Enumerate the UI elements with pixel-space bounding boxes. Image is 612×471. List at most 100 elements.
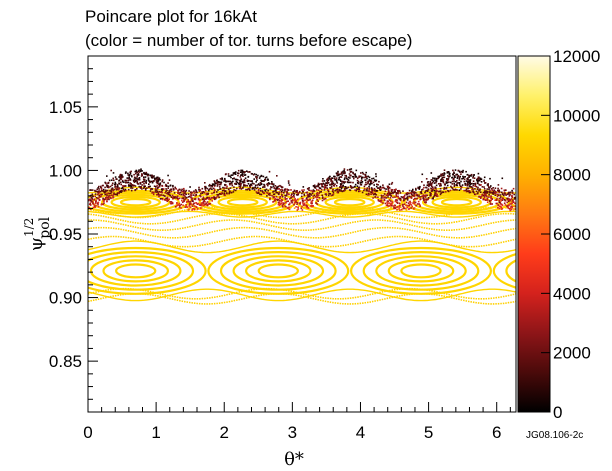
escape-point — [239, 180, 242, 182]
escape-point — [348, 181, 351, 184]
escape-point — [496, 195, 499, 198]
escape-point — [332, 189, 334, 191]
escape-point — [290, 189, 292, 191]
escape-point — [511, 202, 513, 205]
escape-point — [302, 186, 305, 188]
escape-point — [365, 193, 368, 196]
escape-point — [238, 187, 241, 190]
escape-point — [455, 181, 457, 183]
escape-point — [398, 189, 400, 192]
escape-point — [192, 208, 194, 210]
escape-point — [477, 186, 479, 189]
escape-point — [394, 190, 396, 193]
escape-point — [305, 191, 308, 194]
escape-point — [161, 180, 163, 183]
escape-point — [214, 184, 216, 186]
escape-point — [497, 187, 499, 190]
colorbar-tick-label: 8000 — [553, 166, 591, 185]
escape-point — [472, 189, 474, 191]
escape-point — [434, 192, 436, 194]
escape-point — [402, 197, 405, 199]
escape-point — [266, 195, 268, 197]
escape-point — [158, 177, 161, 179]
escape-point — [209, 187, 212, 189]
escape-point — [267, 184, 269, 187]
escape-point — [500, 208, 503, 210]
escape-point — [93, 199, 95, 201]
escape-point — [208, 185, 210, 187]
escape-point — [165, 188, 167, 190]
escape-point — [194, 194, 197, 197]
escape-point — [166, 198, 169, 201]
flux-surface — [88, 206, 516, 219]
escape-point — [472, 184, 475, 187]
escape-point — [120, 189, 122, 192]
escape-point — [411, 189, 414, 192]
escape-point — [215, 197, 217, 200]
escape-point — [293, 207, 296, 209]
escape-point — [274, 199, 276, 201]
escape-point — [469, 183, 471, 186]
escape-point — [321, 185, 324, 188]
escape-point — [316, 198, 318, 201]
escape-point — [391, 181, 394, 184]
escape-point — [227, 180, 229, 183]
escape-point — [334, 179, 336, 181]
escape-point — [105, 193, 108, 195]
escape-point — [316, 192, 319, 194]
escape-point — [267, 179, 269, 181]
escape-point — [361, 180, 364, 183]
escape-point — [328, 176, 330, 179]
escape-point — [315, 196, 318, 199]
escape-point — [194, 189, 197, 191]
escape-point — [255, 181, 257, 183]
escape-point — [111, 179, 113, 181]
escape-point — [201, 192, 204, 194]
escape-point — [484, 190, 486, 192]
escape-point — [204, 182, 206, 184]
escape-point — [280, 185, 282, 188]
escape-point — [89, 189, 91, 191]
escape-point — [224, 194, 226, 197]
escape-point — [486, 197, 489, 200]
escape-point — [296, 193, 298, 196]
escape-point — [96, 188, 98, 191]
escape-point — [426, 194, 428, 197]
escape-point — [343, 178, 346, 181]
escape-point — [301, 197, 303, 200]
escape-point — [477, 172, 480, 175]
escape-point — [169, 194, 172, 197]
escape-point — [257, 183, 260, 185]
escape-point — [194, 197, 197, 200]
escape-point — [431, 179, 434, 181]
escape-point — [313, 194, 316, 197]
escape-point — [128, 183, 130, 186]
escape-point — [492, 191, 495, 194]
escape-point — [108, 192, 110, 195]
escape-point — [330, 180, 332, 182]
escape-point — [160, 188, 163, 191]
escape-point — [453, 184, 456, 186]
escape-point — [355, 189, 358, 192]
escape-point — [104, 193, 106, 196]
escape-point — [413, 208, 415, 210]
escape-point — [302, 198, 304, 200]
escape-point — [418, 188, 421, 190]
escape-point — [459, 185, 462, 188]
escape-point — [111, 182, 114, 185]
escape-point — [172, 196, 174, 199]
escape-point — [390, 183, 393, 185]
svg-text:ψ1/2pol: ψ1/2pol — [22, 216, 53, 251]
escape-point — [280, 191, 283, 194]
escape-point — [307, 207, 310, 209]
escape-point — [416, 194, 418, 197]
escape-point — [339, 186, 342, 188]
escape-point — [467, 178, 469, 180]
escape-point — [301, 189, 303, 191]
escape-point — [284, 188, 286, 190]
escape-point — [206, 204, 208, 206]
escape-point — [359, 182, 362, 184]
escape-point — [226, 185, 228, 188]
island-contour — [257, 263, 299, 279]
escape-point — [352, 186, 354, 189]
